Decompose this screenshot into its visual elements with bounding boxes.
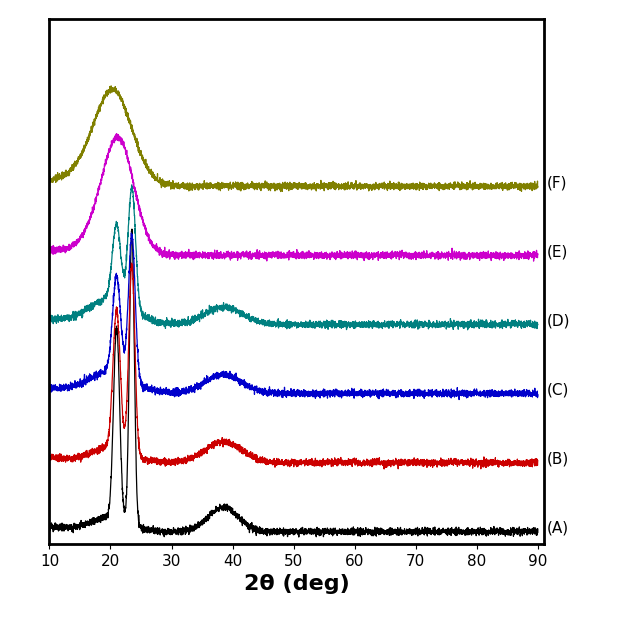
Text: (B): (B): [547, 452, 569, 467]
Text: (A): (A): [547, 521, 569, 536]
X-axis label: 2θ (deg): 2θ (deg): [243, 574, 350, 594]
Text: (C): (C): [547, 383, 569, 397]
Text: (F): (F): [547, 175, 567, 190]
Text: (D): (D): [547, 313, 570, 328]
Text: (E): (E): [547, 244, 569, 260]
